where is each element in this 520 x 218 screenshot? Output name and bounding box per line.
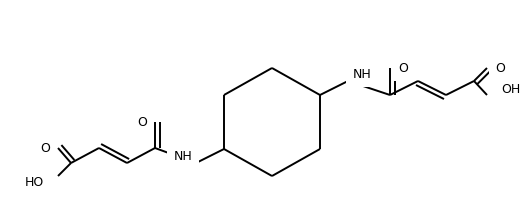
Text: OH: OH — [501, 82, 520, 95]
Text: NH: NH — [353, 68, 371, 81]
Text: HO: HO — [25, 175, 44, 189]
Text: O: O — [137, 116, 147, 128]
Text: NH: NH — [174, 150, 192, 163]
Text: O: O — [495, 61, 505, 75]
Text: O: O — [40, 141, 50, 155]
Text: O: O — [398, 61, 408, 75]
